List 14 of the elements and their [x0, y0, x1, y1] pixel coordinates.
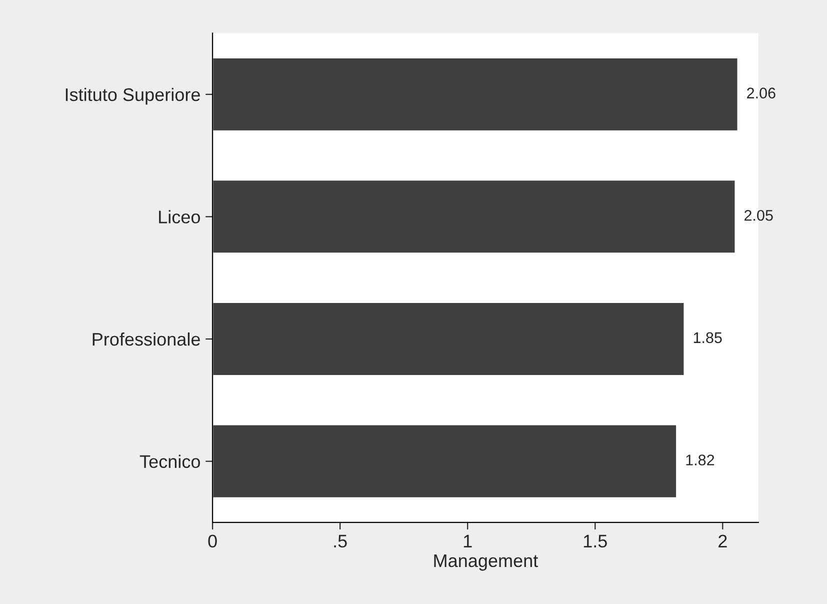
- x-tick-label: 0: [208, 534, 217, 548]
- x-axis-title: Management: [434, 554, 538, 571]
- y-tick-label: Istituto Superiore: [66, 88, 200, 105]
- y-tick-label: Professionale: [92, 332, 200, 346]
- x-tick-label: 2: [718, 534, 727, 548]
- y-tick-label: Tecnico: [140, 454, 200, 468]
- data-label: 2.05: [744, 210, 773, 221]
- x-tick-label: 1: [464, 534, 472, 548]
- x-tick-label: 1.5: [584, 534, 607, 548]
- x-tick-label: .5: [334, 534, 347, 548]
- data-label: 1.85: [694, 332, 722, 344]
- data-label: 1.82: [686, 454, 714, 466]
- y-tick-label: Liceo: [159, 210, 200, 224]
- data-label: 2.06: [747, 88, 776, 98]
